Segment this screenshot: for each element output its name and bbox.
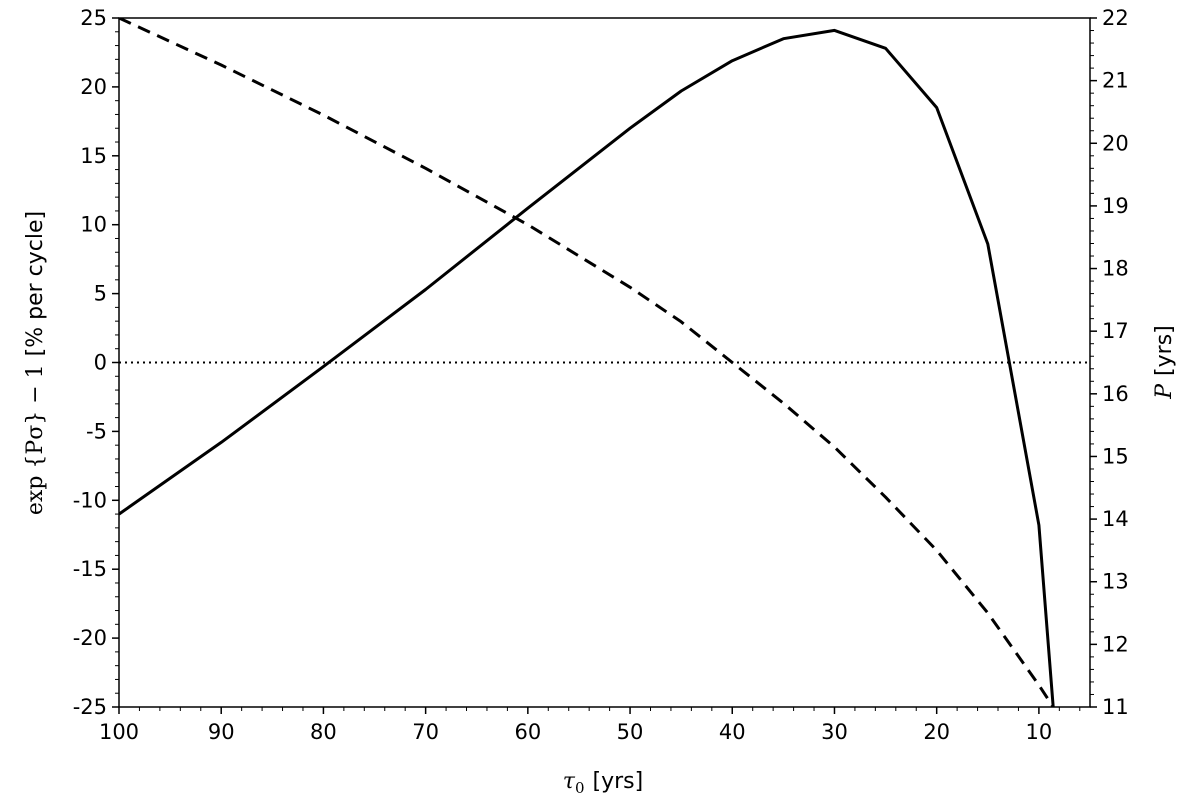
x-tick-label: 40	[719, 720, 746, 744]
y-right-tick-label: 11	[1102, 695, 1129, 719]
x-tick-label: 80	[310, 720, 337, 744]
y-left-tick-label: 15	[80, 144, 107, 168]
x-tick-label: 30	[821, 720, 848, 744]
plot-series-group	[119, 18, 1090, 707]
x-axis-title-unit: [yrs]	[593, 769, 644, 794]
x-tick-label: 100	[99, 720, 139, 744]
plot-area	[119, 18, 1090, 707]
y-right-tick-label: 21	[1102, 69, 1129, 93]
x-tick-label: 70	[412, 720, 439, 744]
x-tick-label: 90	[208, 720, 235, 744]
y-axis-left-title-unit: [% per cycle]	[23, 211, 48, 356]
y-left-tick-label: -25	[73, 695, 107, 719]
y-axis-left-title-math: exp {Pσ} − 1	[23, 364, 48, 515]
y-left-tick-label: -20	[73, 626, 107, 650]
y-left-tick-label: -10	[73, 488, 107, 512]
y-axis-right-title-math: P	[1152, 383, 1177, 400]
y-left-tick-label: 25	[80, 6, 107, 30]
y-axis-right-title: P [yrs]	[1152, 325, 1177, 400]
y-right-tick-label: 15	[1102, 444, 1129, 468]
x-tick-label: 50	[617, 720, 644, 744]
y-left-tick-label: 20	[80, 75, 107, 99]
x-tick-label: 10	[1026, 720, 1053, 744]
y-right-tick-label: 12	[1102, 632, 1129, 656]
y-left-tick-label: 5	[94, 282, 107, 306]
y-right-tick-label: 16	[1102, 382, 1129, 406]
y-right-tick-label: 20	[1102, 131, 1129, 155]
y-axis-right-title-unit: [yrs]	[1152, 325, 1177, 376]
x-axis-title: τ0 [yrs]	[563, 769, 643, 797]
y-left-tick-label: -5	[86, 419, 107, 443]
series-line-dashed	[119, 18, 1055, 707]
y-left-tick-label: 10	[80, 213, 107, 237]
x-tick-label: 20	[923, 720, 950, 744]
y-right-tick-label: 14	[1102, 507, 1129, 531]
y-axis-left-title: exp {Pσ} − 1 [% per cycle]	[23, 211, 48, 515]
x-tick-label: 60	[514, 720, 541, 744]
y-right-tick-label: 13	[1102, 570, 1129, 594]
y-right-tick-label: 19	[1102, 194, 1129, 218]
y-left-tick-label: 0	[94, 351, 107, 375]
y-right-tick-label: 22	[1102, 6, 1129, 30]
y-left-tick-label: -15	[73, 557, 107, 581]
series-line-solid	[119, 28, 1055, 707]
y-right-tick-label: 17	[1102, 319, 1129, 343]
x-axis-title-subscript: 0	[575, 779, 585, 797]
axes: 100 90 80 70 60 50 40 30 20 10 -25 -20 -15 -10 -5 0 5 10 1…	[73, 6, 1129, 744]
x-axis-title-symbol: τ	[563, 769, 576, 794]
y-right-tick-label: 18	[1102, 257, 1129, 281]
